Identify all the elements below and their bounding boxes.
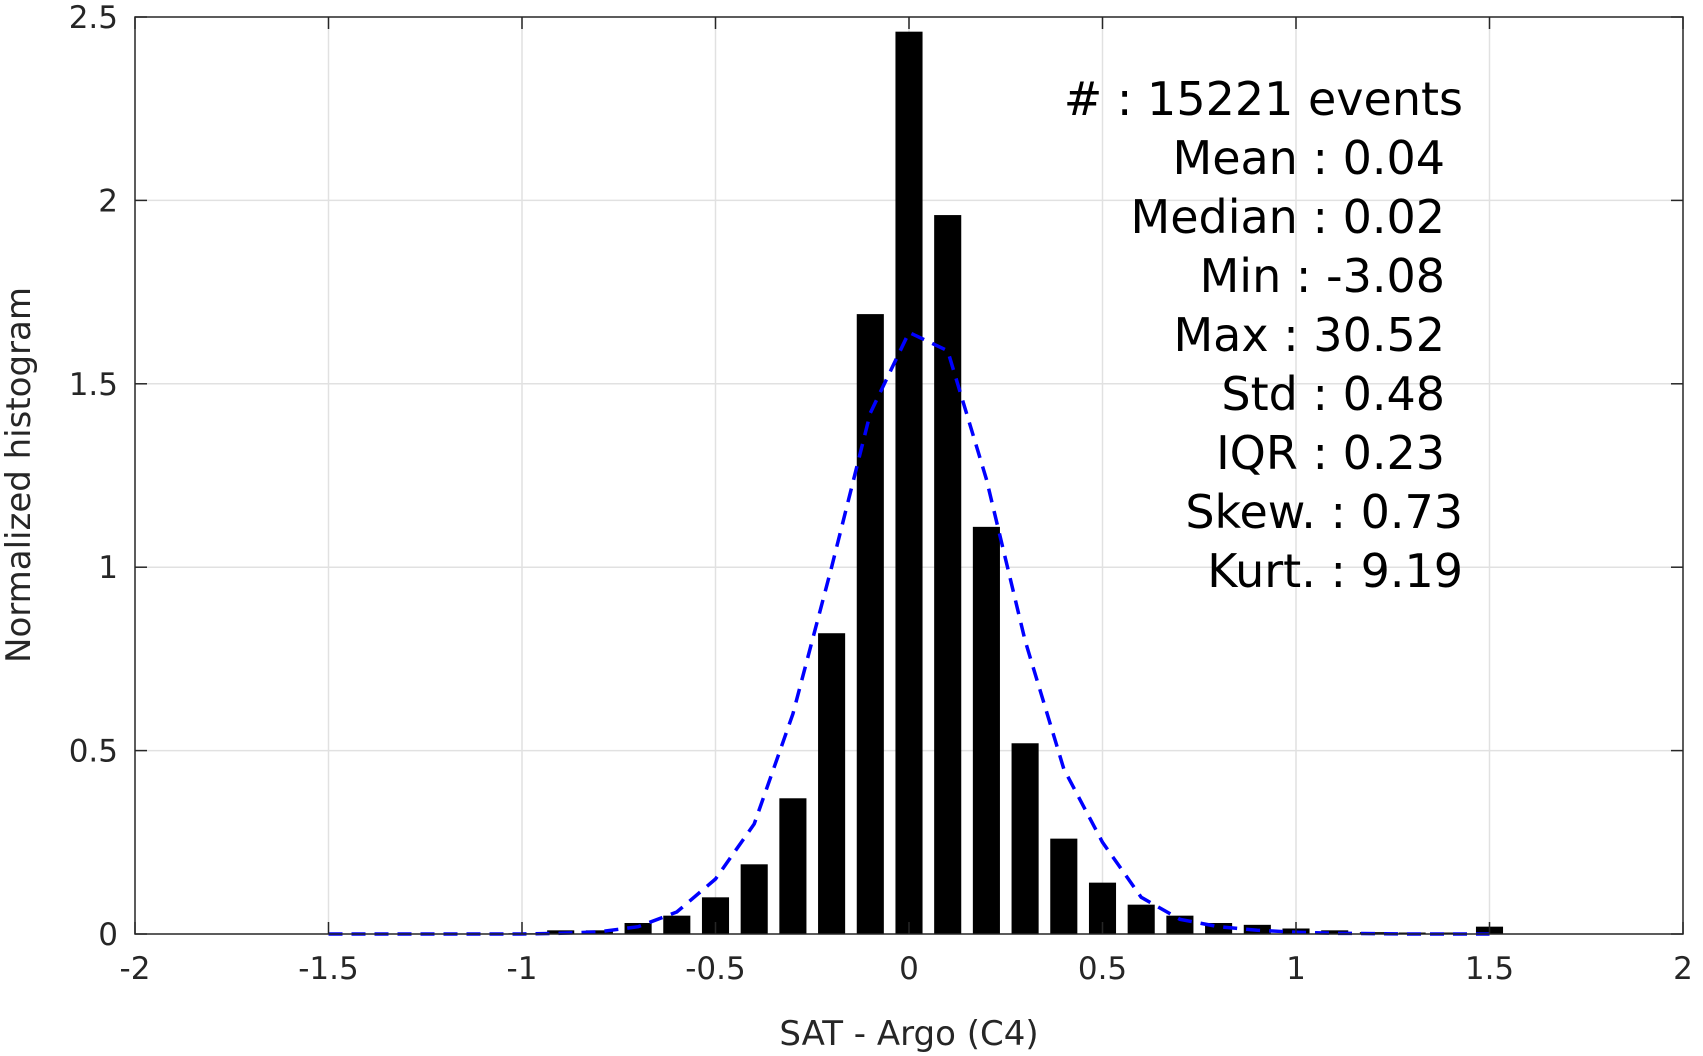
histogram-bar	[1205, 922, 1233, 934]
stats-line: IQR : 0.23	[1216, 426, 1445, 480]
y-tick-label: 2.5	[69, 0, 118, 36]
x-tick-label: -0.5	[685, 951, 746, 987]
stats-line: Min : -3.08	[1200, 249, 1445, 303]
y-axis-label: Normalized histogram	[0, 287, 39, 663]
histogram-bar	[624, 922, 652, 934]
stats-line: Kurt. : 9.19	[1207, 544, 1463, 598]
histogram-bar	[663, 915, 691, 934]
y-tick-label: 2	[98, 183, 118, 219]
histogram-bar	[585, 930, 613, 934]
x-axis-label: SAT - Argo (C4)	[779, 1014, 1038, 1054]
bar-series	[314, 31, 1504, 935]
stats-line: # : 15221 events	[1064, 72, 1463, 126]
histogram-bar	[972, 526, 1000, 934]
histogram-bar	[1011, 743, 1039, 934]
axes	[134, 16, 1684, 935]
stats-line: Max : 30.52	[1173, 308, 1445, 362]
y-tick-label: 0.5	[69, 734, 118, 770]
stats-line: Std : 0.48	[1221, 367, 1445, 421]
histogram-bar	[740, 864, 768, 934]
histogram-bar	[818, 633, 846, 934]
histogram-bar	[895, 31, 923, 935]
x-tick-label: -1	[507, 951, 538, 987]
stats-line: Mean : 0.04	[1173, 131, 1446, 185]
histogram-bar	[1127, 904, 1155, 934]
y-tick-labels: 0 0.5 1 1.5 2 2.5	[69, 0, 118, 953]
x-tick-label: -2	[120, 951, 151, 987]
stats-line: Median : 0.02	[1131, 190, 1445, 244]
y-tick-label: 1.5	[69, 367, 118, 403]
x-tick-label: -1.5	[298, 951, 359, 987]
x-tick-labels: -2 -1.5 -1 -0.5 0 0.5 1 1.5 2	[120, 951, 1693, 987]
x-tick-label: 2	[1673, 951, 1693, 987]
histogram-bar	[934, 215, 962, 934]
x-tick-label: 0.5	[1078, 951, 1127, 987]
histogram-bar	[1050, 838, 1078, 934]
x-tick-label: 1.5	[1465, 951, 1514, 987]
histogram-bar	[779, 798, 807, 934]
stats-line: Skew. : 0.73	[1185, 485, 1463, 539]
y-tick-label: 0	[98, 917, 118, 953]
x-tick-label: 0	[899, 951, 919, 987]
y-tick-label: 1	[98, 550, 118, 586]
histogram-bar	[1321, 930, 1349, 934]
histogram-bar	[856, 314, 884, 934]
x-tick-label: 1	[1286, 951, 1306, 987]
